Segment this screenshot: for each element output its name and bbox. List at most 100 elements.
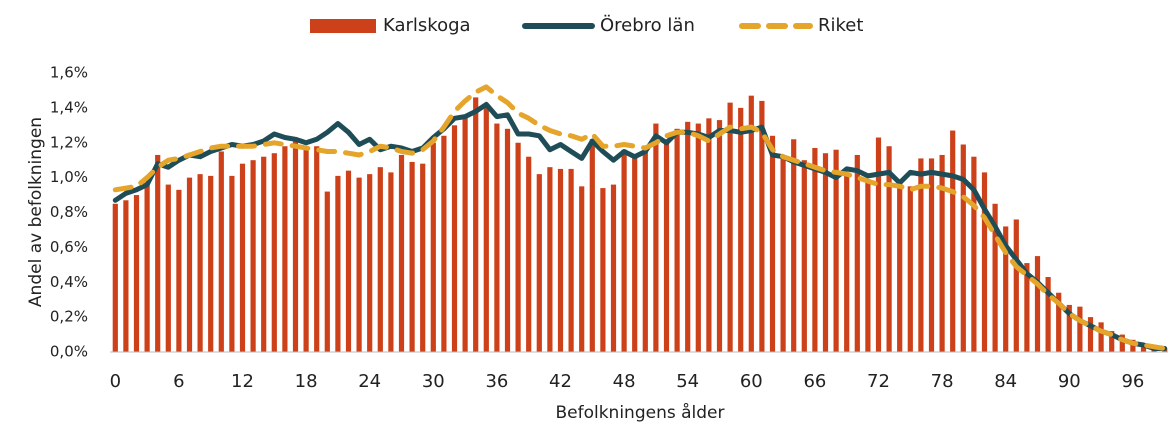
bar — [706, 118, 712, 353]
bar — [759, 100, 765, 353]
bar — [398, 154, 405, 352]
bar — [950, 130, 956, 352]
y-tick-label: 1,2% — [50, 133, 88, 151]
bar — [1034, 256, 1041, 352]
bar — [918, 158, 924, 352]
bar — [504, 128, 511, 352]
bar — [197, 174, 203, 352]
x-tick-label: 6 — [173, 371, 184, 392]
y-tick-label: 1,4% — [50, 98, 88, 116]
bar — [801, 160, 807, 352]
bar — [261, 156, 267, 352]
bar — [292, 141, 299, 352]
x-tick-label: 24 — [358, 371, 381, 392]
bar — [1109, 331, 1115, 352]
bar — [1098, 322, 1104, 352]
x-tick-label: 72 — [867, 371, 890, 392]
y-tick-label: 0,4% — [50, 273, 88, 291]
bar — [208, 175, 214, 352]
x-tick-label: 30 — [422, 371, 445, 392]
bar — [133, 195, 140, 352]
bar — [1140, 343, 1147, 352]
bar — [907, 186, 913, 352]
bar — [844, 172, 850, 352]
bar — [1024, 263, 1030, 352]
bar — [589, 139, 595, 352]
x-tick-label: 54 — [676, 371, 699, 392]
bar — [409, 161, 415, 352]
bar — [420, 163, 426, 352]
bar — [462, 116, 468, 352]
bar — [494, 123, 500, 352]
bar — [335, 175, 341, 352]
bar — [674, 128, 680, 352]
bar — [992, 203, 998, 352]
bar — [536, 174, 542, 352]
bar — [939, 154, 945, 352]
bar — [663, 139, 670, 352]
y-tick-label: 1,6% — [50, 64, 88, 82]
line — [112, 101, 1168, 351]
bar — [960, 144, 966, 352]
bar — [430, 142, 436, 352]
bar — [568, 168, 574, 352]
x-tick-label: 84 — [994, 371, 1017, 392]
y-tick-label: 0,6% — [50, 238, 88, 256]
bar — [791, 139, 797, 352]
bar — [738, 107, 744, 352]
bar — [1045, 277, 1051, 352]
bar — [1013, 219, 1019, 352]
bar — [144, 182, 150, 352]
bar — [833, 149, 839, 352]
bar — [610, 184, 617, 352]
bar — [229, 175, 235, 352]
bar — [865, 182, 871, 352]
x-tick-label: 96 — [1121, 371, 1144, 392]
x-tick-label: 60 — [740, 371, 763, 392]
bar — [632, 154, 638, 352]
bar — [176, 189, 182, 352]
bar — [377, 167, 383, 352]
bar — [155, 154, 161, 352]
bar — [186, 177, 193, 352]
bar — [345, 170, 352, 352]
bar — [250, 160, 256, 352]
x-tick-label: 42 — [549, 371, 572, 392]
bar — [314, 146, 320, 352]
y-tick-label: 0,0% — [50, 343, 88, 361]
bar — [727, 102, 733, 352]
bar — [875, 137, 882, 352]
bar — [123, 200, 129, 352]
bar — [303, 147, 309, 352]
bar — [971, 156, 977, 352]
bar — [441, 135, 447, 352]
bar — [218, 151, 224, 352]
bar — [928, 158, 935, 352]
bar — [1066, 304, 1072, 352]
x-axis-label: Befolkningens ålder — [555, 402, 724, 423]
bar — [367, 174, 373, 352]
bar — [695, 123, 701, 352]
bar — [356, 177, 362, 352]
bar — [621, 149, 627, 352]
bar — [112, 203, 118, 352]
bar — [1056, 292, 1062, 352]
bar — [1087, 317, 1094, 352]
y-tick-label: 1,0% — [50, 168, 88, 186]
bar — [822, 153, 829, 352]
bar — [388, 172, 394, 352]
x-tick-label: 90 — [1058, 371, 1081, 392]
bar — [451, 125, 458, 352]
x-tick-label: 0 — [110, 371, 121, 392]
bar — [547, 167, 553, 352]
bar — [579, 186, 585, 352]
bar — [1077, 306, 1083, 352]
bar — [526, 156, 532, 352]
bar — [748, 95, 754, 352]
bar — [282, 146, 288, 352]
bar — [1003, 226, 1009, 352]
legend-swatch — [310, 19, 376, 33]
y-tick-label: 0,8% — [50, 203, 88, 221]
legend-label: Karlskoga — [383, 15, 471, 36]
